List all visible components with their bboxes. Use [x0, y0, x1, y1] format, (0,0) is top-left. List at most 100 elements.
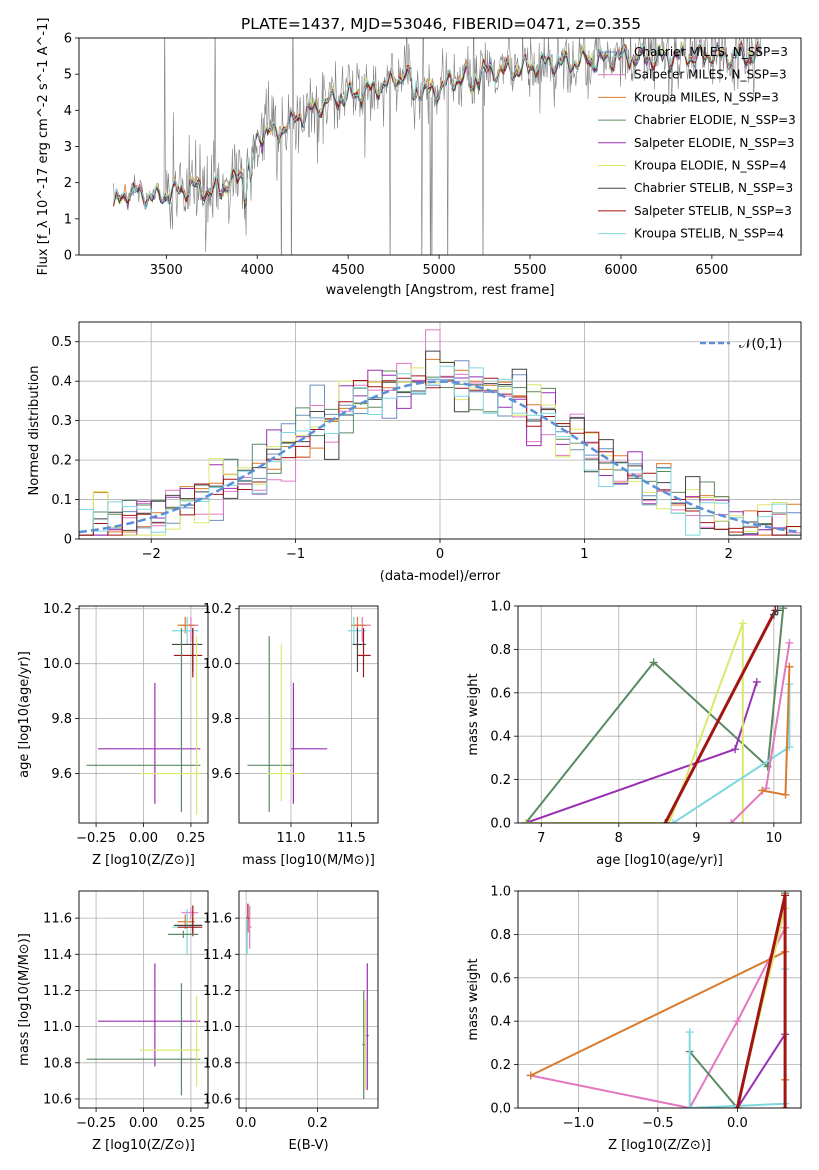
y-axis-label: Flux [f_λ 10^-17 erg cm^-2 s^-1 A^-1] — [36, 18, 51, 276]
y-axis-label: Normed distribution — [27, 366, 42, 496]
weight-marker — [785, 638, 794, 647]
x-axis-label: E(B-V) — [288, 1138, 328, 1153]
axes-mass_vs_ebv: 0.0 0.2 10.6 10.8 11.0 11.2 11.4 11.6 — [203, 890, 379, 1131]
y-tick-label: 0.2 — [490, 773, 511, 788]
x-tick-label: 4500 — [332, 263, 365, 278]
y-tick-label: 0 — [64, 249, 72, 264]
x-tick-label: 6000 — [604, 263, 637, 278]
x-axis-label: age [log10(age/yr)] — [596, 853, 723, 868]
plot-residuals — [79, 329, 801, 536]
x-tick-label: 0.25 — [176, 1116, 205, 1131]
axes-frame — [78, 37, 802, 256]
errorbar-point-6 — [86, 627, 201, 813]
y-tick-label: 0.2 — [490, 1058, 511, 1073]
y-tick-label: 0.5 — [51, 335, 72, 350]
x-tick-label: 5500 — [513, 263, 546, 278]
weight-line-1 — [525, 681, 758, 823]
y-tick-label: 5 — [64, 68, 72, 83]
weight-marker — [781, 891, 790, 900]
y-tick-label: 0 — [64, 533, 72, 548]
plot-weight_vs_age — [521, 606, 794, 823]
axes-frame — [78, 890, 209, 1109]
weight-marker — [669, 819, 678, 823]
weight-marker — [521, 819, 530, 823]
x-tick-label: −0.5 — [642, 1116, 674, 1131]
axes-frame — [238, 605, 379, 824]
weight-marker — [769, 610, 778, 619]
x-tick-label: 0.00 — [129, 1116, 158, 1131]
axes-frame — [78, 605, 209, 824]
y-tick-label: 9.8 — [211, 712, 232, 727]
y-tick-label: 0.1 — [51, 493, 72, 508]
y-tick-label: 10.0 — [203, 657, 232, 672]
x-tick-label: 0.0 — [727, 1116, 748, 1131]
y-tick-label: 1.0 — [490, 600, 511, 615]
axes-weight_vs_Z: −1.0 −0.5 0.0 0.0 0.2 0.4 0.6 0.8 1.0 — [490, 885, 802, 1131]
x-tick-label: 0 — [436, 547, 444, 562]
y-tick-label: 10.2 — [43, 602, 72, 617]
x-tick-label: 0.25 — [176, 831, 205, 846]
plot-age_vs_Z — [86, 616, 203, 815]
x-tick-label: 2 — [725, 547, 733, 562]
errorbar-point-2 — [246, 918, 249, 955]
weight-marker — [526, 1071, 535, 1080]
axes-frame — [517, 890, 802, 1109]
weight-line-7 — [773, 609, 779, 616]
y-tick-label: 0.0 — [490, 817, 511, 832]
weight-marker — [733, 1017, 742, 1026]
y-tick-label: 0.4 — [490, 730, 511, 745]
y-tick-label: 0.3 — [51, 414, 72, 429]
y-tick-label: 0.6 — [490, 686, 511, 701]
errorbar-point-6 — [247, 636, 294, 813]
axes-frame — [238, 890, 379, 1109]
errorbar-point-2 — [171, 616, 199, 645]
y-axis-label: age [log10(age/yr)] — [17, 651, 32, 778]
x-axis-label: (data-model)/error — [380, 569, 501, 584]
y-tick-label: 10.2 — [203, 602, 232, 617]
weight-marker — [781, 1104, 790, 1108]
y-tick-label: 1.0 — [490, 885, 511, 900]
legend-entry: Salpeter ELODIE, N_SSP=3 — [634, 136, 795, 150]
weight-line-2 — [525, 622, 744, 823]
x-tick-label: −1.0 — [563, 1116, 595, 1131]
y-tick-label: 0.0 — [490, 1102, 511, 1117]
errorbar-point-4 — [357, 627, 371, 678]
axes-frame — [78, 321, 802, 540]
axes-frame — [517, 605, 802, 824]
y-tick-label: 0.8 — [490, 643, 511, 658]
y-tick-label: 6 — [64, 32, 72, 47]
errorbar-point-1 — [247, 905, 252, 949]
weight-line-0 — [530, 927, 786, 1108]
errorbar-point-7 — [86, 983, 201, 1096]
model-line-3 — [113, 44, 761, 209]
legend-entry: Chabrier MILES, N_SSP=3 — [634, 45, 788, 59]
x-axis-label: mass [log10(M/M⊙)] — [242, 853, 375, 868]
legend-entry: Kroupa STELIB, N_SSP=4 — [634, 227, 784, 241]
plot-mass_vs_Z — [86, 905, 203, 1096]
y-tick-label: 10.0 — [43, 657, 72, 672]
axes-spectrum: 3500 4000 4500 5000 5500 6000 6500 0 1 2 3 4 5 6 — [64, 32, 802, 278]
y-tick-label: 0.8 — [490, 928, 511, 943]
grid-age_vs_mass — [239, 606, 378, 823]
legend-entry: Kroupa ELODIE, N_SSP=4 — [634, 159, 787, 173]
x-tick-label: 0.0 — [236, 1116, 257, 1131]
x-tick-label: −0.25 — [76, 1116, 116, 1131]
errorbar-point-4 — [173, 627, 203, 678]
figure-title: PLATE=1437, MJD=53046, FIBERID=0471, z=0… — [241, 15, 641, 33]
y-tick-label: 1 — [64, 212, 72, 227]
x-tick-label: 0.2 — [307, 1116, 328, 1131]
y-tick-label: 10.8 — [43, 1056, 72, 1071]
x-tick-label: −1 — [286, 547, 305, 562]
axes-residuals: −2 −1 0 1 2 0 0.1 0.2 0.3 0.4 0.5 — [51, 321, 802, 562]
x-tick-label: 3500 — [150, 263, 183, 278]
model-line-7 — [113, 42, 761, 206]
histogram-8 — [79, 365, 801, 536]
x-tick-label: 8 — [615, 831, 623, 846]
axes-weight_vs_age: 7 8 9 10 0.0 0.2 0.4 0.6 0.8 1.0 — [490, 600, 802, 846]
weight-marker — [758, 786, 767, 795]
y-tick-label: 11.6 — [203, 912, 232, 927]
axes-age_vs_Z: −0.25 0.00 0.25 9.6 9.8 10.0 10.2 — [43, 602, 209, 846]
weight-marker — [738, 619, 747, 628]
legend-entry: Salpeter STELIB, N_SSP=3 — [634, 204, 792, 218]
